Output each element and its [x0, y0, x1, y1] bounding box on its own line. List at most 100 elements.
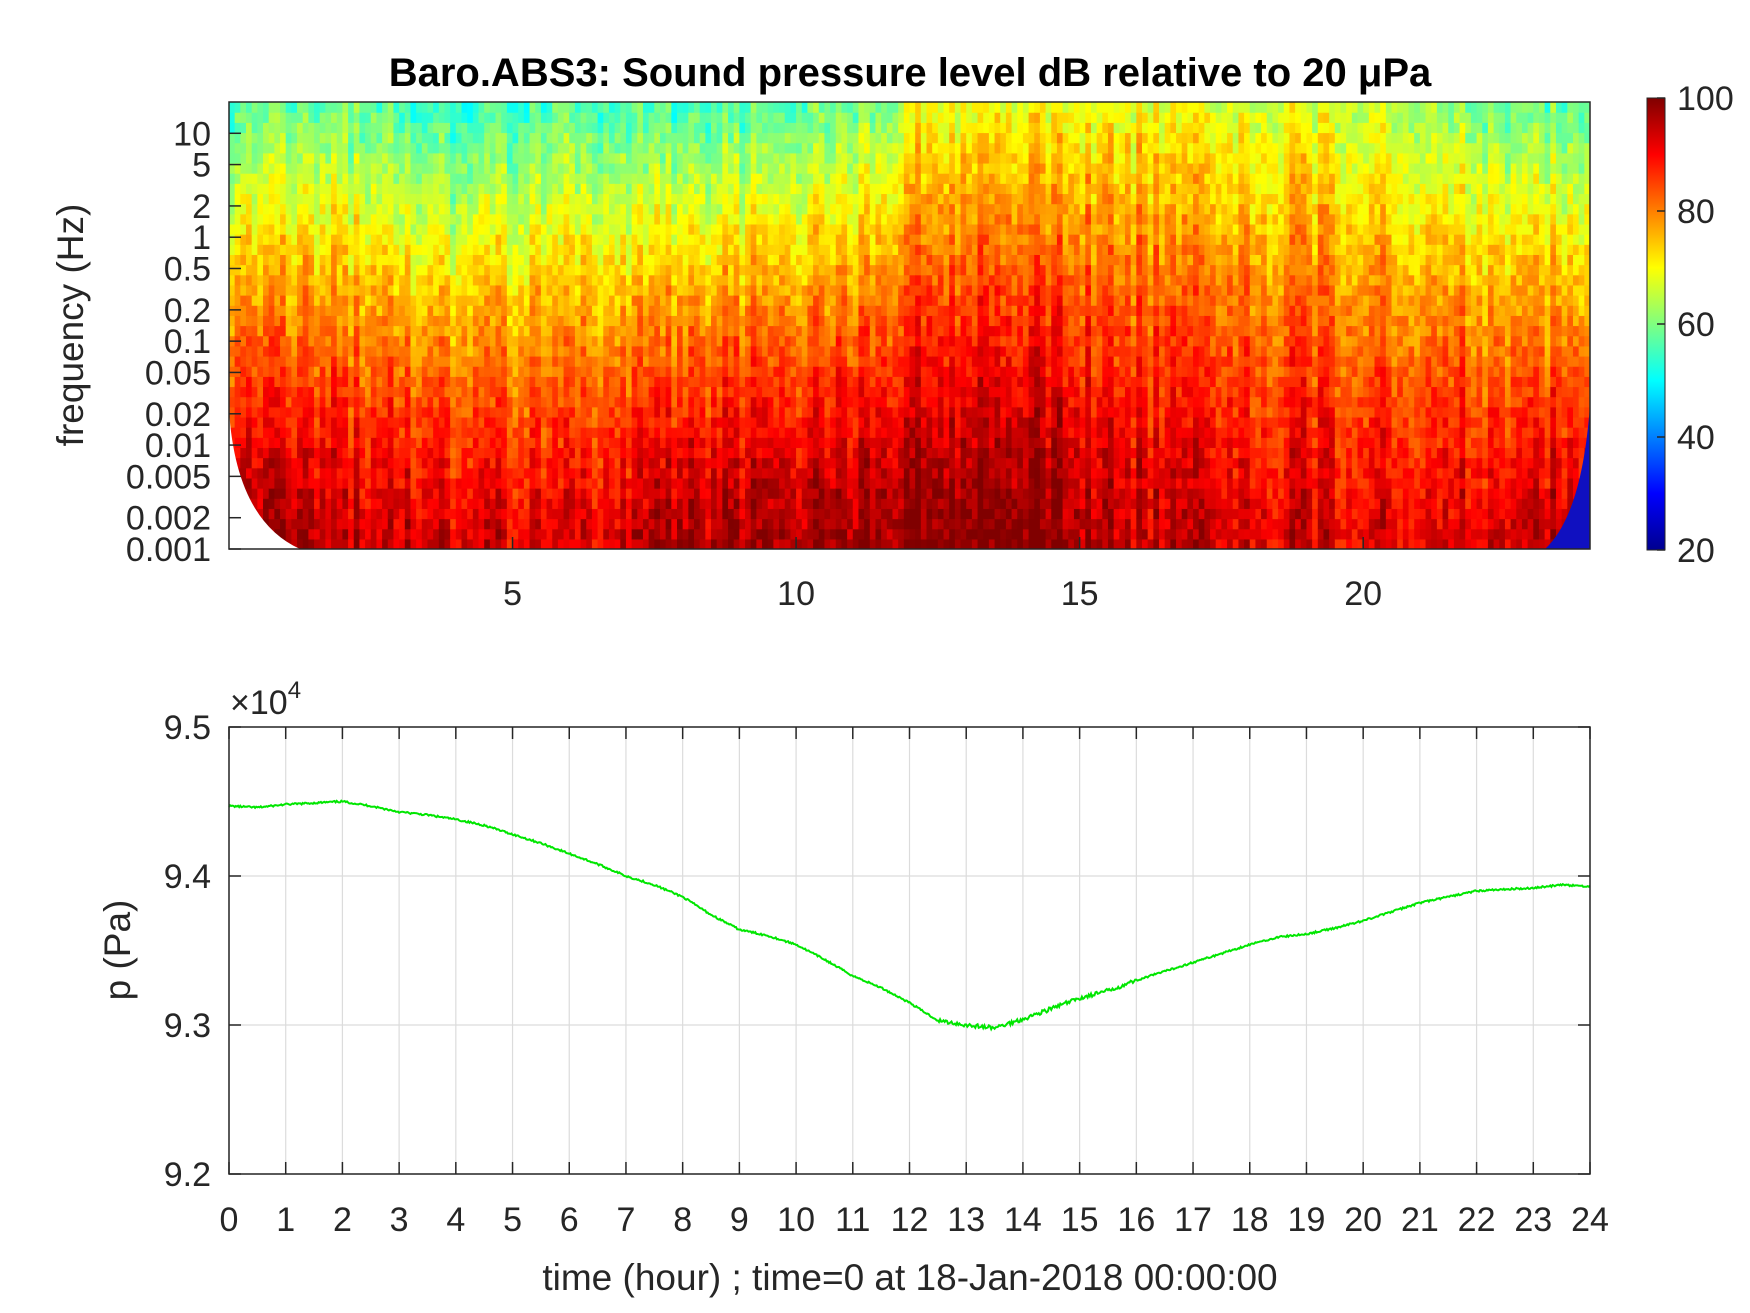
- heatmap-cell: [586, 437, 593, 449]
- heatmap-cell: [523, 477, 531, 489]
- heatmap-cell: [563, 173, 570, 184]
- heatmap-cell: [852, 264, 860, 276]
- heatmap-cell: [807, 122, 814, 134]
- heatmap-cell: [722, 366, 729, 377]
- heatmap-cell: [421, 488, 429, 499]
- heatmap-cell: [728, 183, 735, 195]
- heatmap-cell: [722, 467, 729, 479]
- heatmap-cell: [665, 305, 672, 316]
- heatmap-cell: [512, 244, 519, 255]
- heatmap-cell: [637, 528, 644, 540]
- heatmap-cell: [688, 152, 695, 164]
- heatmap-cell: [642, 416, 650, 428]
- heatmap-cell: [665, 234, 672, 245]
- heatmap-cell: [773, 427, 780, 438]
- heatmap-cell: [365, 518, 372, 530]
- heatmap-cell: [359, 345, 366, 357]
- heatmap-cell: [790, 173, 797, 184]
- heatmap-cell: [376, 122, 383, 134]
- heatmap-cell: [489, 295, 497, 306]
- heatmap-cell: [603, 223, 610, 235]
- heatmap-cell: [841, 264, 848, 276]
- heatmap-cell: [745, 213, 752, 225]
- heatmap-cell: [274, 447, 281, 459]
- heatmap-cell: [489, 162, 497, 174]
- heatmap-cell: [745, 315, 752, 327]
- heatmap-cell: [336, 203, 344, 215]
- heatmap-cell: [631, 142, 638, 154]
- heatmap-cell: [722, 315, 729, 327]
- heatmap-cell: [773, 112, 780, 123]
- heatmap-cell: [864, 254, 871, 266]
- heatmap-cell: [552, 264, 559, 276]
- heatmap-cell: [461, 518, 468, 530]
- heatmap-cell: [677, 477, 684, 489]
- heatmap-cell: [750, 386, 757, 398]
- heatmap-cell: [852, 295, 860, 306]
- heatmap-cell: [824, 162, 831, 174]
- heatmap-cell: [830, 376, 837, 388]
- heatmap-cell: [603, 498, 610, 509]
- heatmap-cell: [359, 152, 366, 164]
- heatmap-cell: [818, 274, 826, 286]
- heatmap-cell: [682, 477, 689, 489]
- heatmap-cell: [705, 254, 712, 266]
- heatmap-cell: [404, 508, 412, 520]
- heatmap-cell: [745, 366, 752, 377]
- heatmap-cell: [540, 305, 548, 316]
- heatmap-cell: [274, 122, 281, 134]
- heatmap-cell: [495, 427, 502, 438]
- heatmap-cell: [580, 355, 587, 367]
- heatmap-cell: [682, 264, 689, 276]
- heatmap-cell: [331, 203, 338, 215]
- heatmap-cell: [591, 193, 599, 205]
- heatmap-cell: [694, 508, 701, 520]
- heatmap-cell: [268, 518, 275, 530]
- heatmap-cell: [359, 132, 366, 144]
- heatmap-cell: [631, 488, 638, 499]
- heatmap-cell: [234, 406, 241, 418]
- heatmap-cell: [348, 508, 355, 520]
- heatmap-cell: [699, 498, 706, 509]
- heatmap-cell: [518, 152, 525, 164]
- heatmap-cell: [591, 376, 599, 388]
- heatmap-cell: [779, 447, 786, 459]
- heatmap-cell: [461, 173, 468, 184]
- heatmap-cell: [370, 264, 378, 276]
- heatmap-cell: [336, 223, 344, 235]
- heatmap-cell: [648, 284, 655, 296]
- heatmap-cell: [642, 447, 650, 459]
- heatmap-cell: [841, 234, 848, 245]
- heatmap-cell: [688, 457, 695, 469]
- heatmap-cell: [404, 366, 412, 377]
- heatmap-cell: [824, 223, 831, 235]
- heatmap-cell: [461, 295, 468, 306]
- heatmap-cell: [631, 122, 638, 134]
- heatmap-cell: [580, 406, 587, 418]
- heatmap-cell: [336, 254, 344, 266]
- heatmap-cell: [807, 264, 814, 276]
- heatmap-cell: [841, 244, 848, 255]
- heatmap-cell: [399, 213, 406, 225]
- heatmap-cell: [750, 437, 757, 449]
- heatmap-cell: [631, 244, 638, 255]
- heatmap-cell: [779, 122, 786, 134]
- heatmap-cell: [818, 305, 826, 316]
- heatmap-cell: [642, 244, 650, 255]
- heatmap-cell: [523, 193, 531, 205]
- heatmap-cell: [552, 376, 559, 388]
- heatmap-cell: [620, 498, 627, 509]
- heatmap-cell: [291, 467, 298, 479]
- heatmap-cell: [557, 508, 565, 520]
- heatmap-cell: [569, 427, 576, 438]
- heatmap-cell: [421, 457, 429, 469]
- heatmap-cell: [739, 396, 746, 408]
- heatmap-cell: [841, 335, 848, 347]
- heatmap-cell: [625, 457, 633, 469]
- heatmap-cell: [308, 437, 315, 449]
- heatmap-cell: [637, 366, 644, 377]
- heatmap-cell: [858, 223, 865, 235]
- heatmap-cell: [818, 376, 826, 388]
- heatmap-cell: [314, 406, 321, 418]
- heatmap-cell: [438, 162, 446, 174]
